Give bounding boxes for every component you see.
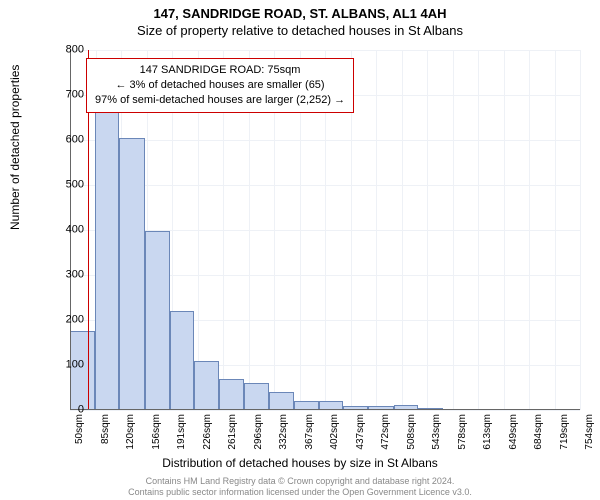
x-tick-label: 613sqm — [482, 414, 493, 450]
x-tick-label: 367sqm — [304, 414, 315, 450]
x-tick-label: 719sqm — [559, 414, 570, 450]
y-tick-label: 400 — [44, 225, 84, 236]
x-tick-label: 578sqm — [457, 414, 468, 450]
x-tick-label: 296sqm — [253, 414, 264, 450]
x-tick-label: 156sqm — [151, 414, 162, 450]
histogram-bar — [70, 331, 95, 410]
footer-line2: Contains public sector information licen… — [0, 487, 600, 498]
histogram-bar — [194, 361, 219, 411]
grid-line-vertical — [376, 50, 377, 410]
histogram-bar — [145, 231, 170, 410]
x-tick-label: 649sqm — [508, 414, 519, 450]
footer-line1: Contains HM Land Registry data © Crown c… — [0, 476, 600, 487]
histogram-bar — [119, 138, 144, 410]
y-tick-label: 0 — [44, 405, 84, 416]
grid-line-vertical — [555, 50, 556, 410]
histogram-bar — [95, 111, 120, 410]
grid-line-vertical — [529, 50, 530, 410]
y-tick-label: 600 — [44, 135, 84, 146]
x-tick-label: 754sqm — [584, 414, 595, 450]
grid-line-vertical — [580, 50, 581, 410]
x-tick-label: 472sqm — [380, 414, 391, 450]
annotation-line3: 97% of semi-detached houses are larger (… — [95, 93, 345, 108]
y-tick-label: 300 — [44, 270, 84, 281]
footer: Contains HM Land Registry data © Crown c… — [0, 476, 600, 498]
title-main: 147, SANDRIDGE ROAD, ST. ALBANS, AL1 4AH — [0, 0, 600, 21]
annotation-box: 147 SANDRIDGE ROAD: 75sqm ← 3% of detach… — [86, 58, 354, 113]
x-tick-label: 402sqm — [329, 414, 340, 450]
histogram-bar — [244, 383, 269, 410]
grid-line-vertical — [453, 50, 454, 410]
y-tick-label: 200 — [44, 315, 84, 326]
plot-area: 50sqm85sqm120sqm156sqm191sqm226sqm261sqm… — [70, 50, 580, 410]
x-tick-label: 684sqm — [533, 414, 544, 450]
grid-line-vertical — [478, 50, 479, 410]
y-tick-label: 500 — [44, 180, 84, 191]
grid-line-horizontal — [70, 410, 580, 411]
x-tick-label: 261sqm — [227, 414, 238, 450]
chart-container: 147, SANDRIDGE ROAD, ST. ALBANS, AL1 4AH… — [0, 0, 600, 500]
x-tick-label: 50sqm — [74, 414, 85, 444]
histogram-bar — [219, 379, 244, 411]
x-tick-label: 226sqm — [202, 414, 213, 450]
x-tick-label: 543sqm — [431, 414, 442, 450]
y-tick-label: 700 — [44, 90, 84, 101]
x-tick-label: 191sqm — [176, 414, 187, 450]
annotation-line1: 147 SANDRIDGE ROAD: 75sqm — [95, 63, 345, 78]
annotation-line2: ← 3% of detached houses are smaller (65) — [95, 78, 345, 93]
y-tick-label: 800 — [44, 45, 84, 56]
y-tick-label: 100 — [44, 360, 84, 371]
histogram-bar — [269, 392, 294, 410]
grid-line-vertical — [504, 50, 505, 410]
x-tick-label: 85sqm — [100, 414, 111, 444]
x-tick-label: 437sqm — [355, 414, 366, 450]
x-axis-line — [70, 409, 580, 410]
x-tick-label: 508sqm — [406, 414, 417, 450]
x-tick-label: 120sqm — [125, 414, 136, 450]
histogram-bar — [170, 311, 195, 410]
title-sub: Size of property relative to detached ho… — [0, 21, 600, 38]
y-axis-label: Number of detached properties — [8, 65, 22, 230]
grid-line-vertical — [402, 50, 403, 410]
x-tick-label: 332sqm — [278, 414, 289, 450]
x-axis-label: Distribution of detached houses by size … — [0, 456, 600, 470]
grid-line-vertical — [427, 50, 428, 410]
